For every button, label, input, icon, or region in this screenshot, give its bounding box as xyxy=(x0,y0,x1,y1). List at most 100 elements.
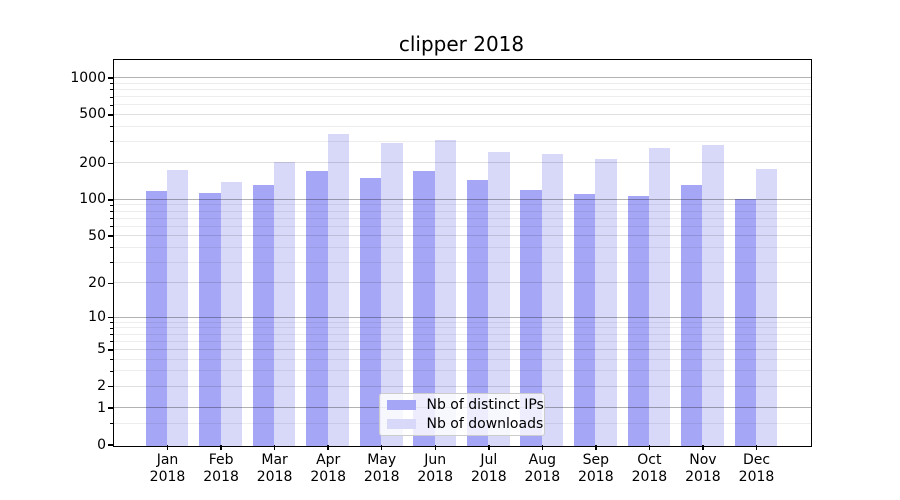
gridline-minor xyxy=(113,104,811,106)
bar-downloads-mar xyxy=(274,161,296,446)
y-minor-tick-mark xyxy=(110,204,113,206)
x-tick-mark xyxy=(273,445,276,450)
legend-label-distinct-ips: Nb of distinct IPs xyxy=(426,396,544,413)
bar-ips-dec xyxy=(734,199,756,446)
gridline-minor xyxy=(113,340,811,342)
bar-downloads-may xyxy=(381,142,403,446)
bar-downloads-nov xyxy=(702,144,724,446)
bar-downloads-oct xyxy=(648,147,671,446)
bar-ips-sep xyxy=(573,193,596,446)
gridline-minor xyxy=(113,321,811,323)
x-tick-label-may: May 2018 xyxy=(363,452,400,485)
gridline-minor xyxy=(113,125,811,127)
y-minor-tick-mark xyxy=(110,83,113,85)
y-tick-label: 10 xyxy=(88,309,106,326)
x-tick-label-oct: Oct 2018 xyxy=(631,452,668,485)
plot-area xyxy=(112,58,812,447)
y-minor-tick-mark xyxy=(110,218,113,220)
gridline-major xyxy=(113,77,811,78)
y-tick-mark xyxy=(108,316,113,319)
legend: Nb of distinct IPs Nb of downloads xyxy=(378,392,545,436)
y-tick-label: 500 xyxy=(79,106,106,123)
y-minor-tick-mark xyxy=(110,423,113,424)
bar-downloads-dec xyxy=(756,169,778,446)
y-minor-tick-mark xyxy=(110,114,113,116)
y-minor-tick-mark xyxy=(110,334,113,336)
x-tick-mark xyxy=(541,445,544,450)
y-minor-tick-mark xyxy=(110,126,113,128)
bar-ips-jan xyxy=(145,191,167,446)
bar-downloads-jun xyxy=(434,140,457,446)
y-tick-mark xyxy=(108,407,113,409)
x-tick-label-apr: Apr 2018 xyxy=(310,452,346,485)
x-tick-label-aug: Aug 2018 xyxy=(524,452,561,485)
y-tick-label: 0 xyxy=(97,436,106,453)
y-tick-mark xyxy=(108,77,113,79)
x-tick-mark xyxy=(380,445,383,450)
x-tick-mark xyxy=(434,445,436,450)
x-tick-mark xyxy=(648,445,651,450)
y-tick-label: 50 xyxy=(88,227,106,244)
bar-ips-oct xyxy=(627,196,649,446)
bar-ips-nov xyxy=(681,185,703,446)
x-tick-label-nov: Nov 2018 xyxy=(685,452,721,485)
gridline-minor xyxy=(113,82,811,84)
bar-downloads-apr xyxy=(327,133,350,446)
bar-ips-apr xyxy=(306,171,328,446)
x-tick-mark xyxy=(166,445,169,450)
gridline-minor xyxy=(113,204,811,206)
chart-title: clipper 2018 xyxy=(398,32,525,56)
gridline-major xyxy=(113,316,811,318)
gridline-minor xyxy=(113,327,811,329)
bar-ips-aug xyxy=(520,189,542,446)
y-minor-tick-mark xyxy=(110,349,113,351)
gridline-minor xyxy=(113,333,811,335)
y-minor-tick-mark xyxy=(110,247,113,249)
gridline-major xyxy=(113,198,811,200)
y-minor-tick-mark xyxy=(110,89,113,91)
x-tick-label-jan: Jan 2018 xyxy=(149,452,186,485)
bar-downloads-feb xyxy=(220,181,242,446)
gridline-minor xyxy=(113,370,811,372)
gridline-sub xyxy=(113,282,811,284)
x-tick-label-feb: Feb 2018 xyxy=(203,452,239,485)
gridline-sub xyxy=(113,162,811,164)
x-tick-mark xyxy=(702,445,704,450)
y-minor-tick-mark xyxy=(110,359,113,360)
gridline-minor xyxy=(113,358,811,360)
y-tick-mark xyxy=(108,199,113,201)
gridline-minor xyxy=(113,140,811,142)
gridline-minor xyxy=(113,225,811,227)
gridline-sub xyxy=(113,348,811,350)
y-minor-tick-mark xyxy=(110,327,113,329)
y-minor-tick-mark xyxy=(110,370,113,372)
bar-ips-feb xyxy=(199,192,221,446)
legend-label-downloads: Nb of downloads xyxy=(426,415,544,432)
legend-swatch-downloads xyxy=(386,418,416,429)
gridline-minor xyxy=(113,210,811,212)
bar-ips-may xyxy=(359,178,382,446)
x-tick-mark xyxy=(488,445,490,450)
y-tick-label: 5 xyxy=(97,341,106,358)
x-tick-label-sep: Sep 2018 xyxy=(577,452,614,485)
bar-downloads-jan xyxy=(167,170,189,446)
y-minor-tick-mark xyxy=(110,282,113,284)
y-tick-label: 20 xyxy=(88,274,106,291)
x-tick-mark xyxy=(327,445,329,450)
legend-item-distinct-ips: Nb of distinct IPs xyxy=(386,397,544,413)
bar-ips-jul xyxy=(466,180,489,446)
bar-ips-mar xyxy=(252,184,275,446)
y-tick-label: 100 xyxy=(79,191,106,208)
y-tick-label: 1 xyxy=(97,399,106,416)
x-tick-mark xyxy=(220,445,222,450)
y-tick-label: 2 xyxy=(97,378,106,395)
bar-downloads-sep xyxy=(595,158,617,446)
gridline-sub xyxy=(113,385,811,387)
x-tick-label-jun: Jun 2018 xyxy=(417,452,453,485)
bar-downloads-aug xyxy=(541,154,564,446)
gridline-minor xyxy=(113,88,811,90)
gridline-minor xyxy=(113,246,811,248)
legend-item-downloads: Nb of downloads xyxy=(386,416,543,432)
gridline-sub xyxy=(113,235,811,237)
